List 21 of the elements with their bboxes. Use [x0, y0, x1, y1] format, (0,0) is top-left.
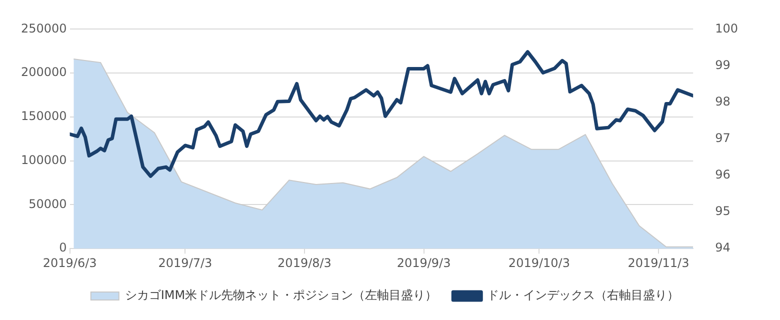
- x-tick-label: 2019/9/3: [396, 256, 451, 270]
- legend-label: シカゴIMM米ドル先物ネット・ポジション（左軸目盛り）: [124, 288, 438, 302]
- y2-tick-label: 100: [715, 21, 738, 36]
- y-tick-label: 50000: [28, 196, 67, 211]
- y-tick-label: 100000: [20, 152, 67, 167]
- y-tick-label: 150000: [20, 109, 67, 124]
- y-tick-label: 200000: [20, 65, 67, 80]
- y2-tick-label: 96: [715, 168, 730, 182]
- y-tick-label: 250000: [20, 21, 67, 36]
- x-tick-label: 2019/6/3: [42, 256, 97, 270]
- x-tick-label: 2019/10/3: [508, 256, 570, 270]
- y2-tick-label: 99: [715, 58, 730, 72]
- x-tick-label: 2019/7/3: [158, 256, 212, 270]
- y2-tick-label: 98: [715, 94, 730, 108]
- x-tick-label: 2019/11/3: [628, 256, 690, 270]
- x-tick-label: 2019/8/3: [278, 256, 332, 270]
- y2-tick-label: 95: [715, 204, 730, 218]
- y2-tick-label: 97: [715, 131, 730, 146]
- y-tick-label: 0: [59, 240, 67, 255]
- legend-label: ドル・インデックス（右軸目盛り）: [487, 288, 680, 302]
- y2-tick-label: 94: [715, 240, 730, 255]
